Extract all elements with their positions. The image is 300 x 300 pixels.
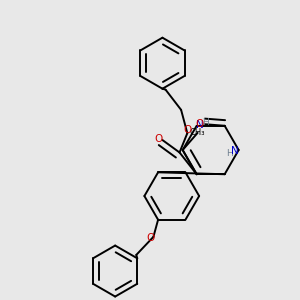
Text: O: O xyxy=(147,233,155,243)
Text: CH₃: CH₃ xyxy=(190,128,205,137)
Text: H: H xyxy=(226,148,233,158)
Text: H: H xyxy=(202,118,209,127)
Text: O: O xyxy=(154,134,163,144)
Text: O: O xyxy=(183,125,191,135)
Text: N: N xyxy=(196,120,204,130)
Text: O: O xyxy=(195,118,204,129)
Text: N: N xyxy=(231,146,239,156)
